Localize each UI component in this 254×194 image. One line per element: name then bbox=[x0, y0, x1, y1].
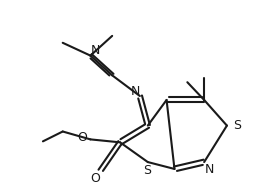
Text: S: S bbox=[142, 165, 150, 178]
Text: O: O bbox=[77, 131, 87, 144]
Text: N: N bbox=[204, 163, 213, 176]
Text: S: S bbox=[232, 119, 240, 132]
Text: O: O bbox=[90, 172, 100, 185]
Text: N: N bbox=[131, 85, 140, 98]
Text: N: N bbox=[90, 44, 100, 57]
